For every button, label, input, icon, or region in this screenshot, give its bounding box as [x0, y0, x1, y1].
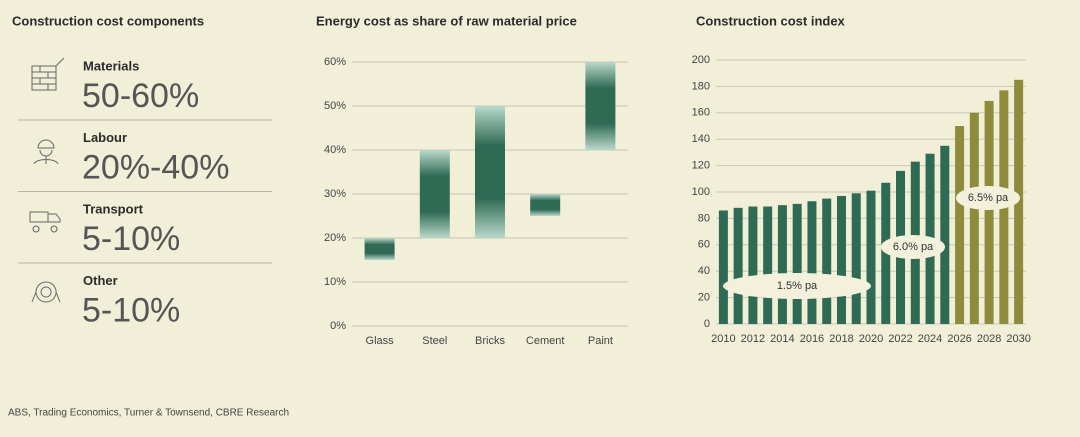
- range-bar: [585, 62, 616, 150]
- range-bar: [530, 194, 561, 216]
- icon: [31, 57, 65, 91]
- y-tick-label: 160: [692, 107, 710, 119]
- y-tick-label: 20: [698, 292, 710, 304]
- bar: [748, 206, 758, 324]
- y-tick-label: 60%: [324, 56, 346, 68]
- x-tick-label: Bricks: [475, 335, 505, 347]
- y-tick-label: 100: [692, 186, 710, 198]
- bar: [836, 195, 846, 324]
- bar: [955, 126, 965, 324]
- annotation: 6.0% pa: [893, 241, 934, 253]
- component-value: 5-10%: [82, 291, 180, 329]
- y-tick-label: 180: [692, 80, 710, 92]
- x-tick-label: 2028: [977, 333, 1001, 345]
- bar: [984, 100, 994, 324]
- annotation-bubble: [723, 273, 871, 299]
- bar: [866, 190, 876, 324]
- bar: [940, 145, 950, 324]
- component-label: Transport: [83, 201, 144, 216]
- source: ABS, Trading Economics, Turner & Townsen…: [8, 408, 289, 419]
- x-tick-label: 2014: [770, 333, 794, 345]
- x-tick-label: 2018: [829, 333, 853, 345]
- x-tick-label: 2010: [711, 333, 735, 345]
- bar: [777, 205, 787, 324]
- bar: [969, 112, 979, 324]
- y-tick-label: 120: [692, 160, 710, 172]
- bar: [881, 182, 891, 324]
- annotation-bubble: [881, 235, 945, 259]
- x-tick-label: Glass: [366, 335, 395, 347]
- x-tick-label: 2022: [888, 333, 912, 345]
- x-tick-label: 2012: [741, 333, 765, 345]
- y-tick-label: 200: [692, 54, 710, 66]
- y-tick-label: 140: [692, 133, 710, 145]
- x-tick-label: 2020: [859, 333, 883, 345]
- y-tick-label: 20%: [324, 232, 346, 244]
- y-tick-label: 0: [704, 318, 710, 330]
- range-bar: [364, 238, 395, 260]
- bar: [763, 206, 773, 324]
- x-tick-label: Steel: [422, 335, 447, 347]
- panel-title: Construction cost components: [12, 13, 204, 28]
- y-tick-label: 60: [698, 239, 710, 251]
- component-value: 20%-40%: [82, 148, 229, 186]
- y-tick-label: 0%: [330, 320, 346, 332]
- bar: [792, 203, 802, 324]
- bar: [807, 201, 817, 324]
- range-bar: [475, 106, 505, 238]
- chart-title: Construction cost index: [696, 13, 846, 28]
- x-tick-label: 2024: [918, 333, 942, 345]
- icon: [29, 211, 61, 233]
- x-tick-label: Paint: [588, 335, 613, 347]
- range-bar: [419, 150, 450, 238]
- bar: [718, 210, 728, 324]
- y-tick-label: 30%: [324, 188, 346, 200]
- y-tick-label: 10%: [324, 276, 346, 288]
- y-tick-label: 40: [698, 265, 710, 277]
- component-label: Materials: [83, 58, 139, 73]
- icon: [31, 281, 61, 303]
- x-tick-label: 2016: [800, 333, 824, 345]
- component-label: Labour: [83, 130, 127, 145]
- y-tick-label: 80: [698, 212, 710, 224]
- annotation: 1.5% pa: [777, 280, 818, 292]
- component-value: 50-60%: [82, 77, 199, 115]
- bar: [822, 198, 832, 324]
- component-label: Other: [83, 273, 118, 288]
- icon: [33, 139, 59, 165]
- x-tick-label: 2026: [947, 333, 971, 345]
- annotation-bubble: [956, 186, 1020, 210]
- annotation: 6.5% pa: [968, 192, 1009, 204]
- bar: [851, 193, 861, 324]
- y-tick-label: 40%: [324, 144, 346, 156]
- bar: [733, 207, 743, 324]
- x-tick-label: Cement: [526, 335, 565, 347]
- x-tick-label: 2030: [1006, 333, 1030, 345]
- component-value: 5-10%: [82, 220, 180, 258]
- y-tick-label: 50%: [324, 100, 346, 112]
- chart-title: Energy cost as share of raw material pri…: [316, 13, 577, 28]
- bar: [1014, 79, 1024, 324]
